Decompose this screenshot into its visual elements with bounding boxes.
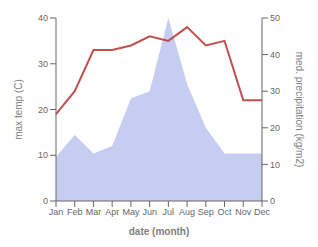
svg-text:0: 0: [270, 196, 275, 206]
svg-text:Jun: Jun: [142, 207, 157, 217]
svg-text:Feb: Feb: [67, 207, 83, 217]
svg-text:May: May: [122, 207, 140, 217]
svg-text:max temp (C): max temp (C): [13, 79, 24, 140]
svg-text:40: 40: [38, 13, 48, 23]
svg-text:50: 50: [270, 13, 280, 23]
svg-text:40: 40: [270, 50, 280, 60]
svg-text:Apr: Apr: [105, 207, 119, 217]
svg-text:10: 10: [270, 160, 280, 170]
svg-text:Nov: Nov: [235, 207, 252, 217]
svg-text:Oct: Oct: [218, 207, 233, 217]
svg-text:Sep: Sep: [198, 207, 214, 217]
svg-text:30: 30: [38, 59, 48, 69]
svg-text:30: 30: [270, 86, 280, 96]
svg-text:Dec: Dec: [254, 207, 271, 217]
svg-text:Jan: Jan: [49, 207, 64, 217]
svg-text:0: 0: [43, 196, 48, 206]
svg-text:20: 20: [38, 105, 48, 115]
svg-text:Aug: Aug: [179, 207, 195, 217]
svg-text:Jul: Jul: [163, 207, 175, 217]
svg-text:10: 10: [38, 150, 48, 160]
svg-text:Mar: Mar: [86, 207, 102, 217]
svg-text:20: 20: [270, 123, 280, 133]
svg-text:date (month): date (month): [129, 226, 190, 237]
svg-text:med. precipitation (kg/m2): med. precipitation (kg/m2): [294, 52, 305, 168]
